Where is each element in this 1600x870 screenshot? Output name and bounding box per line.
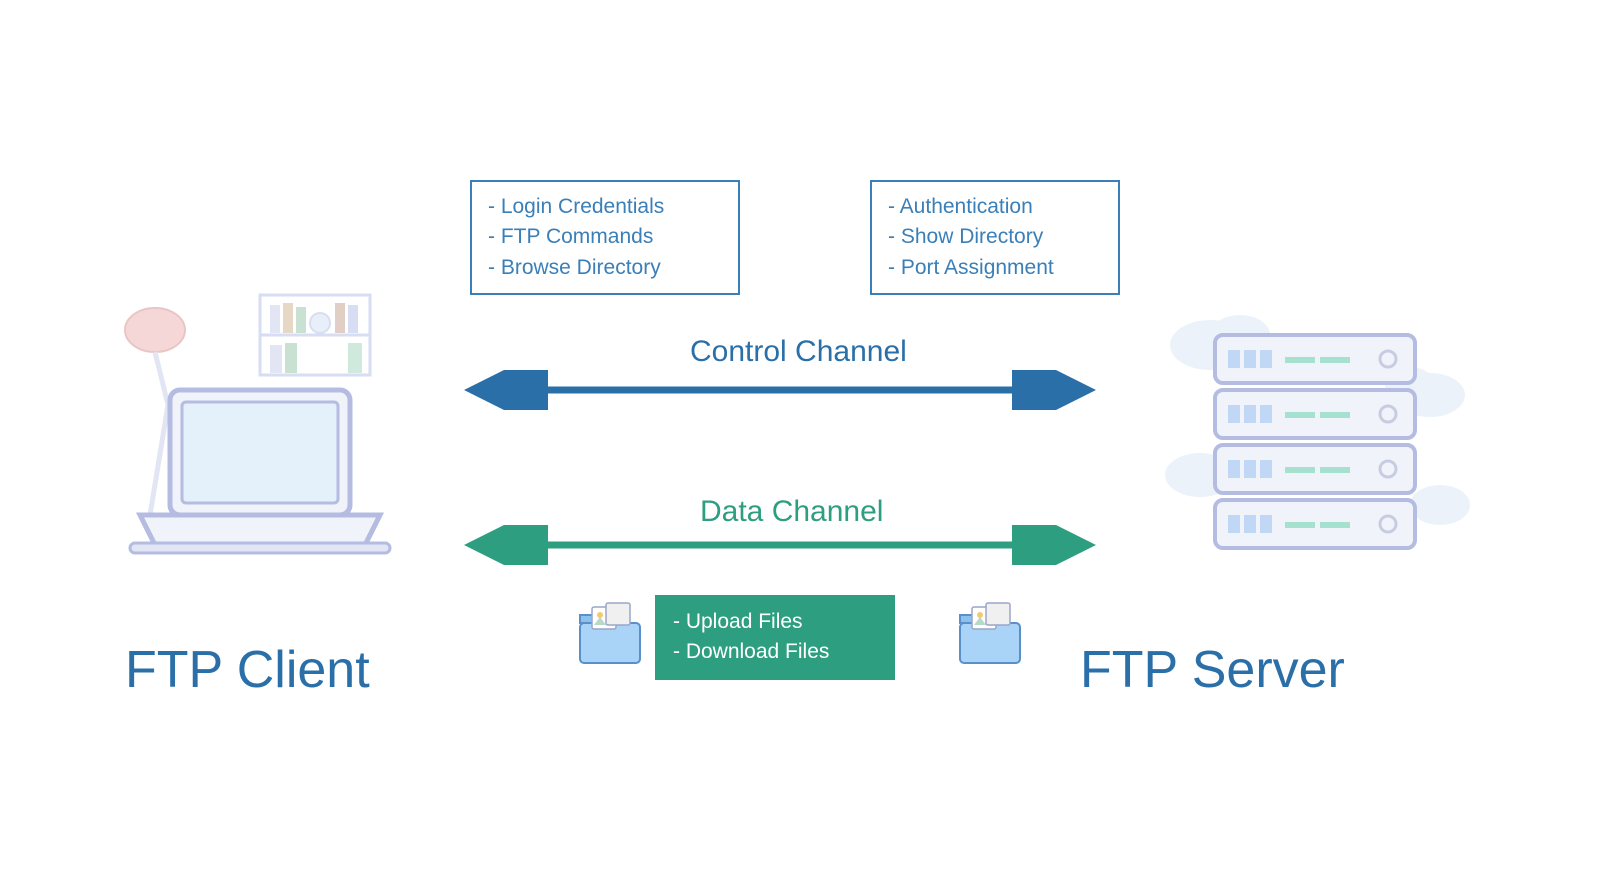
control-channel-arrow (460, 370, 1100, 410)
server-box-item: Authentication (888, 192, 1102, 222)
client-box-item: FTP Commands (488, 222, 722, 252)
client-info-box: Login Credentials FTP Commands Browse Di… (470, 180, 740, 295)
laptop-icon (100, 275, 400, 565)
server-icon (1150, 295, 1470, 575)
data-channel-box: Upload Files Download Files (655, 595, 895, 680)
client-box-item: Browse Directory (488, 253, 722, 283)
data-channel-label: Data Channel (700, 495, 883, 529)
data-box-item: Download Files (673, 637, 877, 667)
client-label: FTP Client (125, 640, 370, 700)
server-box-item: Show Directory (888, 222, 1102, 252)
data-channel-arrow (460, 525, 1100, 565)
control-channel-label: Control Channel (690, 335, 907, 369)
folder-left-icon (570, 595, 650, 675)
server-label: FTP Server (1080, 640, 1345, 700)
server-info-box: Authentication Show Directory Port Assig… (870, 180, 1120, 295)
data-box-item: Upload Files (673, 607, 877, 637)
client-box-item: Login Credentials (488, 192, 722, 222)
server-box-item: Port Assignment (888, 253, 1102, 283)
folder-right-icon (950, 595, 1030, 675)
